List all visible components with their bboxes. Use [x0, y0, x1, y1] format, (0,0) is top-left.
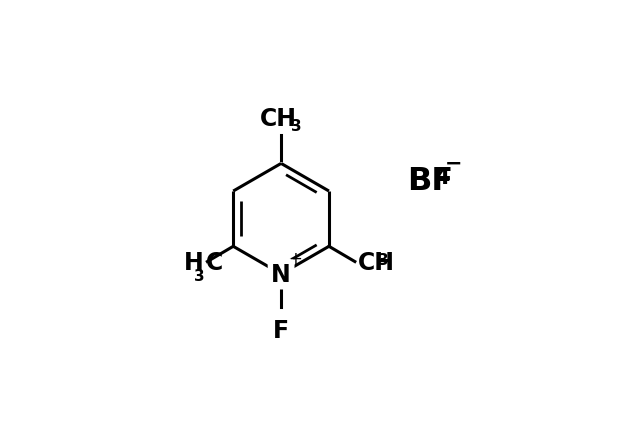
Text: N: N — [271, 262, 291, 286]
Text: CH: CH — [260, 107, 297, 131]
Text: 3: 3 — [291, 119, 302, 134]
Text: 3: 3 — [194, 269, 205, 283]
Text: +: + — [289, 249, 302, 267]
Text: BF: BF — [406, 165, 453, 196]
Text: F: F — [273, 319, 289, 343]
Text: 3: 3 — [378, 253, 388, 268]
Text: H: H — [184, 251, 204, 275]
Text: 4: 4 — [434, 168, 449, 187]
Text: C: C — [205, 251, 223, 275]
Text: CH: CH — [358, 251, 396, 275]
Text: −: − — [445, 154, 463, 174]
